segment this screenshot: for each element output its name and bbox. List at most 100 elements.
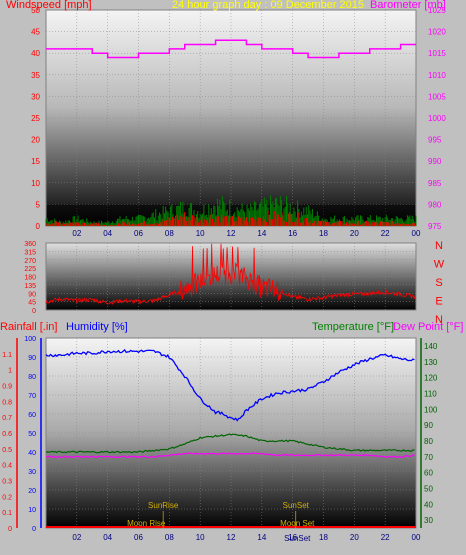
time-tick-label: 16 (288, 229, 297, 238)
direction-tick-label: 45 (28, 300, 36, 307)
temperature-tick-label: 90 (424, 421, 433, 430)
barometer-tick-label: 985 (428, 179, 442, 188)
direction-tick-label: 270 (24, 258, 36, 265)
barometer-tick-label: 1000 (428, 114, 446, 123)
time-tick-label: 02 (72, 229, 81, 238)
temperature-tick-label: 60 (424, 469, 433, 478)
humidity-tick-label: 80 (28, 374, 36, 381)
temperature-tick-label: 40 (424, 500, 433, 509)
temp-hum-tick-labels: 010203040506070809010000.10.20.30.40.50.… (2, 336, 438, 542)
time-tick-label: 14 (257, 533, 266, 542)
wind-baro-series (45, 39, 417, 226)
time-tick-label: 08 (165, 533, 174, 542)
temperature-tick-label: 130 (424, 358, 438, 367)
barometer-tick-label: 995 (428, 136, 442, 145)
time-tick-label: 04 (103, 533, 112, 542)
rainfall-tick-label: 0.8 (2, 399, 12, 406)
dew-point-axis-title: Dew Point [°F] (393, 321, 463, 333)
wind-baro-panel: 0510152025303540455097598098599099510001… (6, 0, 446, 238)
windspeed-tick-label: 40 (31, 49, 40, 58)
rainfall-tick-label: 0.6 (2, 431, 12, 438)
humidity-tick-label: 0 (32, 526, 36, 533)
rainfall-tick-label: 0.5 (2, 447, 12, 454)
rainfall-tick-label: 0.4 (2, 463, 12, 470)
time-tick-label: 06 (134, 229, 143, 238)
temperature-tick-label: 120 (424, 374, 438, 383)
barometer-tick-label: 1005 (428, 92, 446, 101)
rainfall-tick-label: 0.9 (2, 384, 12, 391)
compass-label: N (435, 240, 443, 252)
time-tick-label: 00 (412, 229, 421, 238)
time-tick-label: 06 (134, 533, 143, 542)
direction-grid (46, 242, 417, 311)
humidity-line (45, 348, 415, 422)
rainfall-tick-label: 1.1 (2, 352, 12, 359)
wind-direction-line (45, 243, 416, 305)
windspeed-tick-label: 0 (36, 222, 41, 231)
time-tick-label: 20 (350, 533, 359, 542)
windspeed-tick-label: 50 (31, 6, 40, 15)
humidity-tick-label: 30 (28, 469, 36, 476)
windspeed-tick-label: 30 (31, 92, 40, 101)
humidity-tick-label: 40 (28, 450, 36, 457)
sun-moon-events: SunRise SunSet Moon Rise Moon Set SunSet (127, 501, 315, 543)
event-label: Moon Set (280, 519, 315, 528)
direction-tick-label: 360 (24, 241, 36, 248)
direction-tick-label: 0 (32, 308, 36, 315)
humidity-tick-label: 60 (28, 412, 36, 419)
time-tick-label: 00 (412, 533, 421, 542)
rainfall-tick-label: 1 (8, 368, 12, 375)
rainfall-tick-label: 0.7 (2, 415, 12, 422)
temperature-tick-label: 80 (424, 437, 433, 446)
windspeed-tick-label: 15 (31, 157, 40, 166)
event-label: SunRise (148, 501, 179, 510)
temperature-axis-title: Temperature [°F] (312, 321, 394, 333)
compass-label: E (435, 296, 442, 308)
barometer-axis-title: Barometer [mb] (370, 0, 446, 11)
rainfall-tick-label: 0 (8, 526, 12, 533)
time-tick-label: 08 (165, 229, 174, 238)
humidity-tick-label: 10 (28, 507, 36, 514)
time-tick-label: 22 (381, 229, 390, 238)
time-tick-label: 12 (227, 533, 236, 542)
barometer-tick-label: 1010 (428, 71, 446, 80)
event-label: SunSet (284, 534, 311, 543)
event-label: SunSet (283, 501, 310, 510)
time-tick-label: 16 (288, 533, 297, 542)
windspeed-tick-label: 20 (31, 136, 40, 145)
time-tick-label: 12 (227, 229, 236, 238)
barometer-tick-label: 1015 (428, 49, 446, 58)
time-tick-label: 14 (257, 229, 266, 238)
direction-tick-label: 315 (24, 249, 36, 256)
time-tick-label: 18 (319, 533, 328, 542)
temp-hum-rain-panel: 010203040506070809010000.10.20.30.40.50.… (0, 321, 463, 543)
time-tick-label: 18 (319, 229, 328, 238)
rainfall-tick-label: 0.2 (2, 494, 12, 501)
windspeed-tick-label: 5 (36, 200, 41, 209)
barometer-tick-label: 980 (428, 200, 442, 209)
barometer-tick-label: 1020 (428, 28, 446, 37)
direction-tick-label: 225 (24, 266, 36, 273)
rainfall-tick-label: 0.3 (2, 479, 12, 486)
humidity-tick-label: 100 (24, 336, 36, 343)
windspeed-tick-label: 25 (31, 114, 40, 123)
event-label: Moon Rise (127, 519, 166, 528)
windspeed-axis-title: Windspeed [mph] (6, 0, 92, 11)
temperature-tick-label: 50 (424, 484, 433, 493)
barometer-tick-label: 990 (428, 157, 442, 166)
temperature-tick-label: 70 (424, 453, 433, 462)
barometer-tick-label: 975 (428, 222, 442, 231)
barometer-line (46, 39, 416, 59)
compass-label: S (435, 277, 442, 289)
windspeed-tick-label: 35 (31, 71, 40, 80)
temp-hum-series (45, 348, 416, 528)
temperature-tick-label: 110 (424, 389, 437, 398)
humidity-tick-label: 70 (28, 393, 36, 400)
temperature-tick-label: 140 (424, 342, 438, 351)
compass-label: W (434, 259, 445, 271)
